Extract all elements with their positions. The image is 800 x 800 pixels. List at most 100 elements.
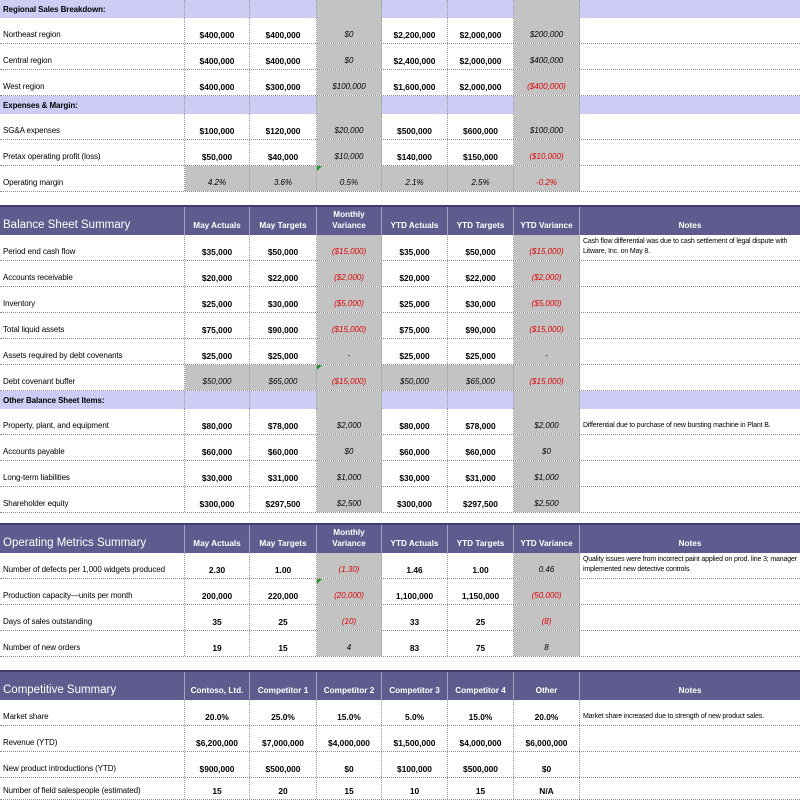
empty-cell[interactable] (514, 391, 580, 409)
column-header-ytd-targets[interactable]: YTD Targets (448, 525, 514, 553)
value-cell[interactable]: 2.1% (382, 166, 448, 191)
value-cell[interactable]: $22,000 (448, 261, 514, 286)
value-cell[interactable]: $400,000 (185, 44, 250, 69)
variance-cell[interactable]: -0.2% (514, 166, 580, 191)
value-cell[interactable]: $35,000 (382, 235, 448, 260)
variance-cell[interactable]: $100,000 (514, 114, 580, 139)
value-cell[interactable]: 1,100,000 (382, 579, 448, 604)
value-cell[interactable]: $2,000,000 (448, 70, 514, 95)
empty-cell[interactable] (448, 96, 514, 114)
value-cell[interactable]: $120,000 (250, 114, 317, 139)
note-cell[interactable] (580, 365, 800, 390)
value-cell[interactable]: $30,000 (250, 287, 317, 312)
variance-cell[interactable]: - (317, 339, 382, 364)
value-cell[interactable]: $4,000,000 (317, 726, 382, 751)
variance-cell[interactable]: ($15,000) (317, 313, 382, 338)
value-cell[interactable]: 2.30 (185, 553, 250, 578)
value-cell[interactable]: 5.0% (382, 700, 448, 725)
subheading-other-balance-sheet-items[interactable]: Other Balance Sheet Items: (0, 391, 185, 409)
value-cell[interactable]: $2,000,000 (448, 18, 514, 43)
variance-cell[interactable]: 8 (514, 631, 580, 656)
value-cell[interactable]: $65,000 (448, 365, 514, 390)
value-cell[interactable]: $50,000 (382, 365, 448, 390)
value-cell[interactable]: $35,000 (185, 235, 250, 260)
note-cell[interactable] (580, 114, 800, 139)
empty-cell[interactable] (317, 391, 382, 409)
value-cell[interactable]: 2.5% (448, 166, 514, 191)
value-cell[interactable]: $25,000 (185, 287, 250, 312)
value-cell[interactable]: $60,000 (250, 435, 317, 460)
note-cell[interactable] (580, 166, 800, 191)
note-cell[interactable] (580, 487, 800, 512)
value-cell[interactable]: $78,000 (250, 409, 317, 434)
variance-cell[interactable]: ($5,000) (317, 287, 382, 312)
empty-cell[interactable] (448, 0, 514, 18)
empty-cell[interactable] (580, 96, 800, 114)
row-label[interactable]: Debt covenant buffer (0, 365, 185, 390)
value-cell[interactable]: $2,200,000 (382, 18, 448, 43)
empty-cell[interactable] (580, 391, 800, 409)
column-header-monthly-variance[interactable]: Monthly Variance (317, 525, 382, 553)
value-cell[interactable]: 75 (448, 631, 514, 656)
column-header-ytd-actuals[interactable]: YTD Actuals (382, 207, 448, 235)
note-cell[interactable] (580, 313, 800, 338)
variance-cell[interactable]: ($15,000) (514, 365, 580, 390)
variance-cell[interactable]: 0.46 (514, 553, 580, 578)
note-cell[interactable] (580, 605, 800, 630)
empty-cell[interactable] (185, 391, 250, 409)
variance-cell[interactable]: ($2,000) (317, 261, 382, 286)
column-header-ytd-actuals[interactable]: YTD Actuals (382, 525, 448, 553)
value-cell[interactable]: 15.0% (448, 700, 514, 725)
value-cell[interactable]: $1,600,000 (382, 70, 448, 95)
variance-cell[interactable]: $10,000 (317, 140, 382, 165)
note-cell[interactable] (580, 752, 800, 777)
value-cell[interactable]: 1.00 (250, 553, 317, 578)
row-label[interactable]: Long-term liabilities (0, 461, 185, 486)
value-cell[interactable]: $20,000 (382, 261, 448, 286)
value-cell[interactable]: 20.0% (514, 700, 580, 725)
row-label[interactable]: Days of sales outstanding (0, 605, 185, 630)
column-header-ytd-variance[interactable]: YTD Variance (514, 525, 580, 553)
row-label[interactable]: Revenue (YTD) (0, 726, 185, 751)
column-header-ytd-targets[interactable]: YTD Targets (448, 207, 514, 235)
value-cell[interactable]: 4.2% (185, 166, 250, 191)
value-cell[interactable]: $400,000 (185, 18, 250, 43)
note-cell[interactable]: Quality issues were from incorrect paint… (583, 556, 797, 573)
value-cell[interactable]: 1,150,000 (448, 579, 514, 604)
row-label[interactable]: Accounts receivable (0, 261, 185, 286)
value-cell[interactable]: $50,000 (448, 235, 514, 260)
value-cell[interactable]: $50,000 (250, 235, 317, 260)
variance-cell[interactable]: $0 (317, 44, 382, 69)
variance-cell[interactable]: $2,500 (514, 487, 580, 512)
section-title[interactable]: Operating Metrics Summary (0, 525, 185, 553)
note-cell[interactable] (580, 339, 800, 364)
variance-cell[interactable]: ($15,000) (514, 313, 580, 338)
variance-cell[interactable]: $400,000 (514, 44, 580, 69)
value-cell[interactable]: $30,000 (382, 461, 448, 486)
subheading-regional-sales-breakdown[interactable]: Regional Sales Breakdown: (0, 0, 185, 18)
value-cell[interactable]: $6,000,000 (514, 726, 580, 751)
empty-cell[interactable] (580, 0, 800, 18)
column-header-other[interactable]: Other (514, 672, 580, 700)
column-header-may-targets[interactable]: May Targets (250, 525, 317, 553)
note-cell[interactable] (580, 461, 800, 486)
value-cell[interactable]: $100,000 (382, 752, 448, 777)
note-cell[interactable] (580, 261, 800, 286)
variance-cell[interactable]: (20,000) (317, 579, 382, 604)
empty-cell[interactable] (250, 0, 317, 18)
value-cell[interactable]: $100,000 (185, 114, 250, 139)
variance-cell[interactable]: $2,000 (317, 409, 382, 434)
row-label[interactable]: Number of new orders (0, 631, 185, 656)
value-cell[interactable]: 35 (185, 605, 250, 630)
column-header-may-actuals[interactable]: May Actuals (185, 207, 250, 235)
note-cell[interactable] (580, 726, 800, 751)
value-cell[interactable]: $900,000 (185, 752, 250, 777)
value-cell[interactable]: 20.0% (185, 700, 250, 725)
note-cell[interactable] (580, 44, 800, 69)
value-cell[interactable]: $80,000 (185, 409, 250, 434)
variance-cell[interactable]: ($15,000) (317, 235, 382, 260)
row-label[interactable]: Period end cash flow (0, 235, 185, 260)
column-header-competitor-4[interactable]: Competitor 4 (448, 672, 514, 700)
column-header-may-targets[interactable]: May Targets (250, 207, 317, 235)
row-label[interactable]: Operating margin (0, 166, 185, 191)
